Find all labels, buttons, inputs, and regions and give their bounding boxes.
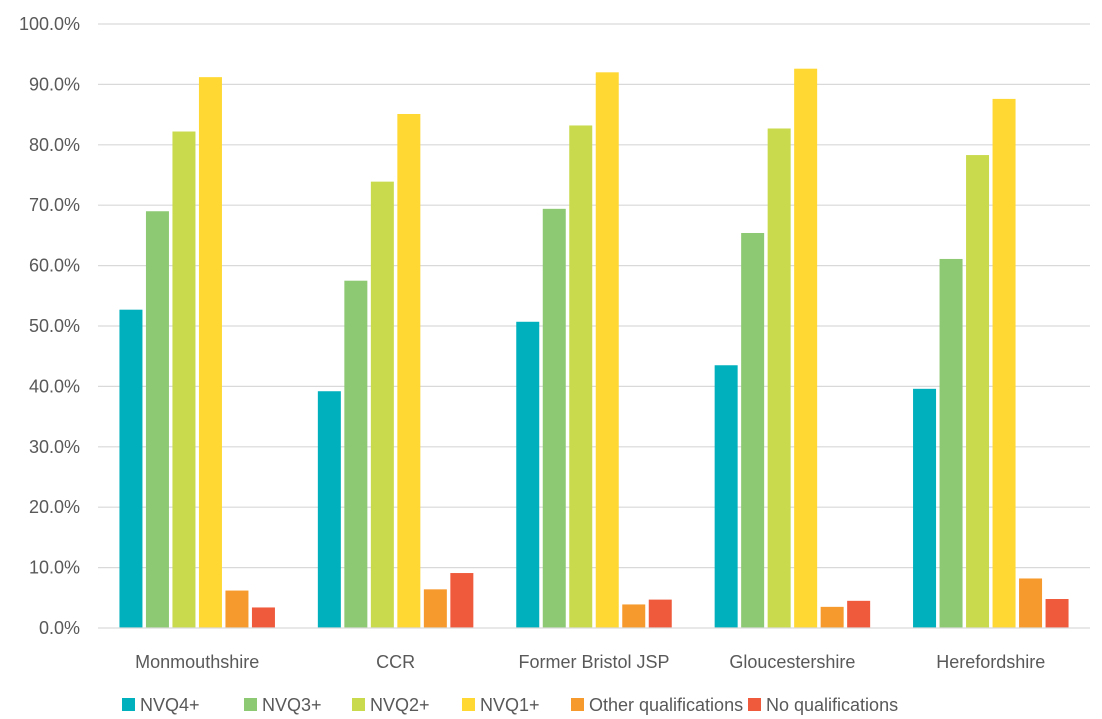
y-tick-label: 60.0% — [29, 256, 80, 276]
bar — [397, 113, 421, 629]
bar — [714, 365, 738, 628]
bar — [542, 208, 566, 628]
legend-label: NVQ2+ — [370, 695, 430, 715]
bar — [913, 388, 937, 628]
bar — [1045, 599, 1069, 628]
legend-label: No qualifications — [766, 695, 898, 715]
bar — [622, 604, 646, 628]
bar — [172, 131, 196, 628]
legend-swatch — [462, 698, 475, 711]
bar — [648, 599, 672, 628]
legend-swatch — [244, 698, 257, 711]
legend-label: NVQ4+ — [140, 695, 200, 715]
legend: NVQ4+ NVQ3+ NVQ2+ NVQ1+ Other qualifications… — [122, 695, 898, 715]
legend-swatch — [571, 698, 584, 711]
legend-label: NVQ1+ — [480, 695, 540, 715]
legend-swatch — [122, 698, 135, 711]
bar — [847, 600, 871, 628]
y-tick-label: 0.0% — [39, 618, 80, 638]
category-label: Monmouthshire — [135, 652, 259, 672]
y-tick-label: 70.0% — [29, 195, 80, 215]
bars — [119, 68, 1069, 629]
category-label: Gloucestershire — [729, 652, 855, 672]
category-labels: Monmouthshire CCR Former Bristol JSP Glouce… — [135, 652, 1045, 672]
bar — [225, 590, 249, 628]
bar — [145, 211, 169, 629]
y-tick-label: 80.0% — [29, 135, 80, 155]
y-tick-label: 10.0% — [29, 558, 80, 578]
gridlines — [98, 23, 1090, 569]
bar — [741, 232, 765, 628]
y-axis-tick-labels: 0.0% 10.0% 20.0% 30.0% 40.0% 50.0% 60.0% 70.0% 8… — [19, 14, 80, 638]
bar — [370, 181, 394, 629]
y-tick-label: 100.0% — [19, 14, 80, 34]
bar — [450, 573, 474, 628]
bar — [569, 125, 593, 629]
y-tick-label: 90.0% — [29, 74, 80, 94]
category-label: Herefordshire — [936, 652, 1045, 672]
legend-swatch — [352, 698, 365, 711]
bar — [1019, 578, 1043, 628]
bar — [251, 607, 275, 628]
bar — [820, 606, 844, 628]
bar — [344, 280, 368, 628]
category-label: CCR — [376, 652, 415, 672]
y-tick-label: 30.0% — [29, 437, 80, 457]
bar — [992, 98, 1016, 629]
bar — [198, 77, 222, 629]
bar — [966, 155, 990, 628]
legend-swatch — [748, 698, 761, 711]
y-tick-label: 40.0% — [29, 376, 80, 396]
bar — [119, 309, 143, 628]
bar — [516, 321, 540, 628]
bar — [317, 391, 341, 628]
bar — [794, 68, 818, 629]
y-tick-label: 20.0% — [29, 497, 80, 517]
bar — [595, 72, 619, 628]
bar — [767, 128, 791, 628]
bar — [423, 589, 447, 628]
y-tick-label: 50.0% — [29, 316, 80, 336]
bar — [939, 258, 963, 628]
category-label: Former Bristol JSP — [518, 652, 669, 672]
legend-label: NVQ3+ — [262, 695, 322, 715]
legend-label: Other qualifications — [589, 695, 743, 715]
